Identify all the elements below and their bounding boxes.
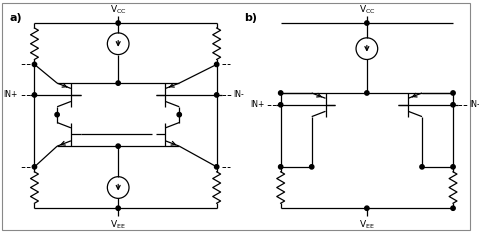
Circle shape — [32, 93, 36, 97]
Text: $\mathregular{V_{CC}}$: $\mathregular{V_{CC}}$ — [358, 4, 375, 16]
Text: $\mathregular{V_{EE}}$: $\mathregular{V_{EE}}$ — [359, 218, 375, 230]
Circle shape — [215, 93, 219, 97]
Text: IN+: IN+ — [3, 91, 18, 99]
Circle shape — [451, 91, 455, 95]
Circle shape — [278, 91, 283, 95]
Text: IN-: IN- — [469, 100, 479, 109]
Circle shape — [365, 206, 369, 210]
Circle shape — [278, 165, 283, 169]
Circle shape — [55, 113, 59, 117]
Circle shape — [420, 165, 424, 169]
Circle shape — [177, 113, 182, 117]
Circle shape — [365, 91, 369, 95]
Circle shape — [116, 21, 120, 25]
Text: a): a) — [10, 13, 23, 23]
Circle shape — [116, 206, 120, 210]
Circle shape — [32, 62, 36, 67]
Text: IN+: IN+ — [251, 100, 265, 109]
Text: b): b) — [244, 13, 257, 23]
Text: $\mathregular{V_{CC}}$: $\mathregular{V_{CC}}$ — [110, 4, 126, 16]
Circle shape — [116, 144, 120, 148]
Circle shape — [365, 21, 369, 25]
Circle shape — [32, 165, 36, 169]
Circle shape — [451, 103, 455, 107]
Text: $\mathregular{V_{EE}}$: $\mathregular{V_{EE}}$ — [110, 218, 126, 230]
Circle shape — [116, 81, 120, 85]
Circle shape — [215, 62, 219, 67]
Circle shape — [451, 206, 455, 210]
Circle shape — [309, 165, 314, 169]
Text: IN-: IN- — [233, 91, 244, 99]
Circle shape — [278, 103, 283, 107]
Circle shape — [451, 165, 455, 169]
Circle shape — [215, 165, 219, 169]
